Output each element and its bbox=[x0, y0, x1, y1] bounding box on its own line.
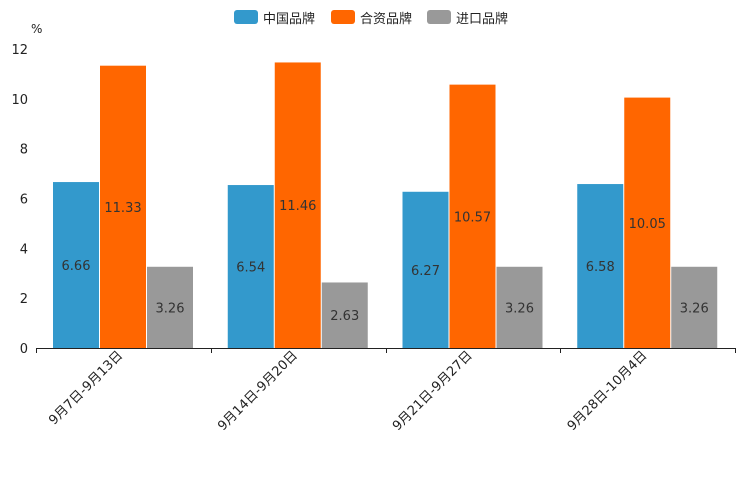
bar-3-4 bbox=[671, 266, 718, 348]
bar-label-2-4: 10.05 bbox=[629, 217, 666, 232]
bar-label-3-2: 2.63 bbox=[330, 309, 359, 324]
bar-label-2-2: 11.46 bbox=[279, 199, 316, 214]
bar-2-4 bbox=[624, 97, 671, 349]
y-tick-label-4: 4 bbox=[20, 242, 28, 257]
legend-item-import-brand[interactable]: 进口品牌 bbox=[427, 7, 508, 27]
y-tick-label-8: 8 bbox=[20, 143, 28, 158]
bar-label-3-4: 3.26 bbox=[680, 301, 709, 316]
bar-label-3-3: 3.26 bbox=[505, 301, 534, 316]
legend-swatch-china-brand bbox=[234, 10, 258, 24]
chart-legend: 中国品牌 合资品牌 进口品牌 bbox=[0, 7, 744, 27]
bar-label-1-3: 6.27 bbox=[411, 264, 440, 279]
legend-label-import-brand: 进口品牌 bbox=[456, 11, 509, 27]
bar-label-2-3: 10.57 bbox=[454, 210, 491, 225]
bar-2-1 bbox=[100, 65, 146, 349]
bar-1-4 bbox=[577, 184, 624, 348]
y-tick-label-6: 6 bbox=[20, 193, 28, 208]
x-tick-label-3: 9月21日-9月27日 bbox=[390, 348, 476, 434]
bar-1-2 bbox=[227, 185, 274, 348]
legend-swatch-import-brand bbox=[427, 10, 451, 24]
legend-swatch-joint-venture-brand bbox=[331, 10, 355, 24]
bar-label-2-1: 11.33 bbox=[104, 201, 141, 216]
y-tick-label-2: 2 bbox=[20, 292, 28, 307]
legend-label-china-brand: 中国品牌 bbox=[263, 11, 316, 27]
bar-2-3 bbox=[449, 84, 496, 349]
y-tick-label-12: 12 bbox=[11, 43, 28, 58]
legend-item-china-brand[interactable]: 中国品牌 bbox=[234, 7, 315, 27]
bar-label-1-1: 6.66 bbox=[62, 259, 91, 274]
x-tick-label-1: 9月7日-9月13日 bbox=[46, 348, 126, 428]
bar-3-3 bbox=[496, 266, 543, 348]
y-tick-label-10: 10 bbox=[11, 93, 28, 108]
bar-label-3-1: 3.26 bbox=[156, 301, 185, 316]
bar-1-3 bbox=[402, 191, 449, 348]
y-axis-unit: % bbox=[31, 22, 42, 36]
x-tick-label-2: 9月14日-9月20日 bbox=[215, 348, 301, 434]
legend-item-joint-venture-brand[interactable]: 合资品牌 bbox=[331, 7, 412, 27]
y-tick-label-0: 0 bbox=[20, 342, 28, 357]
legend-label-joint-venture-brand: 合资品牌 bbox=[360, 11, 413, 27]
bar-label-1-2: 6.54 bbox=[236, 261, 265, 276]
bar-1-1 bbox=[53, 182, 99, 348]
bar-label-1-4: 6.58 bbox=[586, 260, 615, 275]
bar-3-2 bbox=[321, 282, 368, 348]
x-tick-label-4: 9月28日-10月4日 bbox=[565, 348, 651, 434]
bar-2-2 bbox=[274, 62, 321, 349]
bar-3-1 bbox=[147, 266, 193, 348]
